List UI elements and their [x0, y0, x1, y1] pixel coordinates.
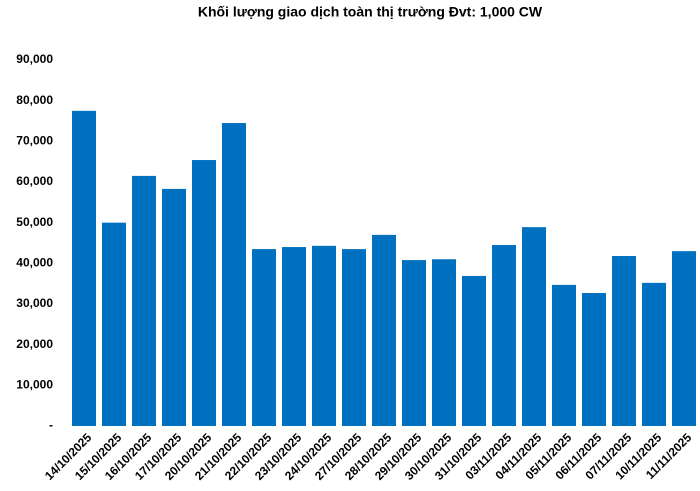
bar	[72, 110, 96, 426]
bar	[102, 222, 126, 426]
bar	[312, 245, 336, 426]
bar	[582, 293, 606, 426]
bar	[522, 227, 546, 426]
bar	[222, 123, 246, 427]
y-tick-label: -	[49, 418, 53, 432]
bar	[612, 256, 636, 426]
bar	[552, 284, 576, 426]
bar	[432, 259, 456, 426]
bar	[672, 251, 696, 426]
chart-title: Khối lượng giao dịch toàn thị trường Đvt…	[198, 4, 543, 20]
bar	[132, 175, 156, 426]
bar	[372, 234, 396, 426]
bar	[342, 249, 366, 426]
bar	[462, 275, 486, 426]
y-tick-label: 30,000	[16, 296, 53, 310]
bar	[192, 160, 216, 427]
y-tick-label: 50,000	[16, 215, 53, 229]
y-tick-label: 40,000	[16, 256, 53, 270]
y-tick-label: 90,000	[16, 52, 53, 66]
bar	[162, 188, 186, 426]
y-tick-label: 60,000	[16, 174, 53, 188]
bar	[642, 282, 666, 426]
y-tick-label: 10,000	[16, 378, 53, 392]
y-tick-label: 20,000	[16, 337, 53, 351]
bar	[282, 247, 306, 426]
bar	[252, 249, 276, 426]
y-tick-label: 80,000	[16, 93, 53, 107]
bar	[492, 245, 516, 426]
bar	[402, 260, 426, 426]
y-tick-label: 70,000	[16, 134, 53, 148]
